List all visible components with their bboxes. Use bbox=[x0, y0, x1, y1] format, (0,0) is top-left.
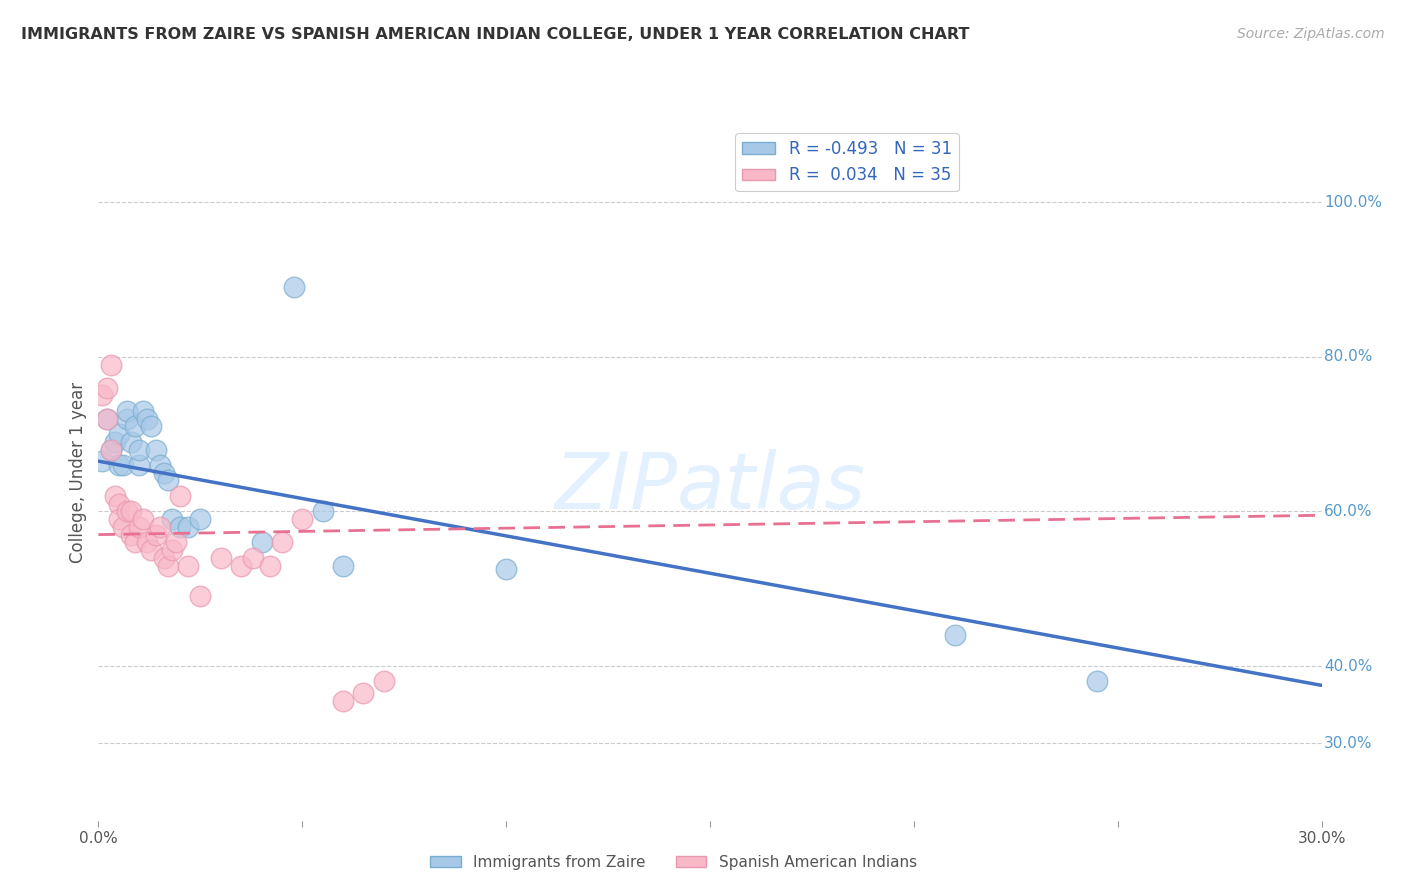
Point bbox=[152, 550, 174, 565]
Point bbox=[943, 628, 966, 642]
Point bbox=[136, 411, 159, 425]
Point bbox=[291, 512, 314, 526]
Point bbox=[100, 442, 122, 457]
Text: Source: ZipAtlas.com: Source: ZipAtlas.com bbox=[1237, 27, 1385, 41]
Point bbox=[91, 388, 114, 402]
Point bbox=[495, 562, 517, 576]
Point bbox=[104, 489, 127, 503]
Point bbox=[128, 520, 150, 534]
Point bbox=[177, 520, 200, 534]
Point bbox=[111, 458, 134, 472]
Point bbox=[120, 504, 142, 518]
Point bbox=[132, 512, 155, 526]
Point bbox=[124, 535, 146, 549]
Point bbox=[332, 694, 354, 708]
Point bbox=[100, 442, 122, 457]
Point bbox=[156, 474, 179, 488]
Text: 30.0%: 30.0% bbox=[1324, 736, 1372, 751]
Point bbox=[120, 527, 142, 541]
Point bbox=[115, 411, 138, 425]
Point bbox=[165, 535, 187, 549]
Point bbox=[141, 543, 163, 558]
Point bbox=[332, 558, 354, 573]
Point bbox=[149, 520, 172, 534]
Point bbox=[115, 404, 138, 418]
Point bbox=[96, 411, 118, 425]
Point bbox=[169, 489, 191, 503]
Point bbox=[156, 558, 179, 573]
Text: 100.0%: 100.0% bbox=[1324, 194, 1382, 210]
Point bbox=[231, 558, 253, 573]
Point bbox=[128, 458, 150, 472]
Point bbox=[100, 358, 122, 372]
Point bbox=[1085, 674, 1108, 689]
Point bbox=[209, 550, 232, 565]
Point bbox=[96, 381, 118, 395]
Point bbox=[115, 504, 138, 518]
Point bbox=[124, 419, 146, 434]
Y-axis label: College, Under 1 year: College, Under 1 year bbox=[69, 382, 87, 564]
Point bbox=[111, 520, 134, 534]
Point bbox=[149, 458, 172, 472]
Point bbox=[108, 458, 131, 472]
Point bbox=[108, 497, 131, 511]
Point bbox=[152, 466, 174, 480]
Point bbox=[188, 590, 212, 604]
Point bbox=[352, 686, 374, 700]
Point bbox=[145, 442, 167, 457]
Point bbox=[160, 543, 183, 558]
Point bbox=[169, 520, 191, 534]
Point bbox=[283, 280, 305, 294]
Point bbox=[312, 504, 335, 518]
Point bbox=[177, 558, 200, 573]
Point bbox=[108, 512, 131, 526]
Point bbox=[250, 535, 273, 549]
Point bbox=[259, 558, 281, 573]
Point bbox=[108, 427, 131, 442]
Legend: Immigrants from Zaire, Spanish American Indians: Immigrants from Zaire, Spanish American … bbox=[423, 848, 922, 876]
Point bbox=[96, 411, 118, 425]
Point bbox=[373, 674, 395, 689]
Point bbox=[242, 550, 264, 565]
Point bbox=[160, 512, 183, 526]
Point bbox=[141, 419, 163, 434]
Text: IMMIGRANTS FROM ZAIRE VS SPANISH AMERICAN INDIAN COLLEGE, UNDER 1 YEAR CORRELATI: IMMIGRANTS FROM ZAIRE VS SPANISH AMERICA… bbox=[21, 27, 970, 42]
Text: 80.0%: 80.0% bbox=[1324, 350, 1372, 364]
Point bbox=[136, 535, 159, 549]
Text: ZIPatlas: ZIPatlas bbox=[554, 449, 866, 524]
Point bbox=[91, 454, 114, 468]
Point bbox=[270, 535, 294, 549]
Point bbox=[145, 527, 167, 541]
Point bbox=[188, 512, 212, 526]
Point bbox=[128, 442, 150, 457]
Text: 40.0%: 40.0% bbox=[1324, 658, 1372, 673]
Point bbox=[104, 434, 127, 449]
Point bbox=[120, 434, 142, 449]
Point bbox=[132, 404, 155, 418]
Text: 60.0%: 60.0% bbox=[1324, 504, 1372, 519]
